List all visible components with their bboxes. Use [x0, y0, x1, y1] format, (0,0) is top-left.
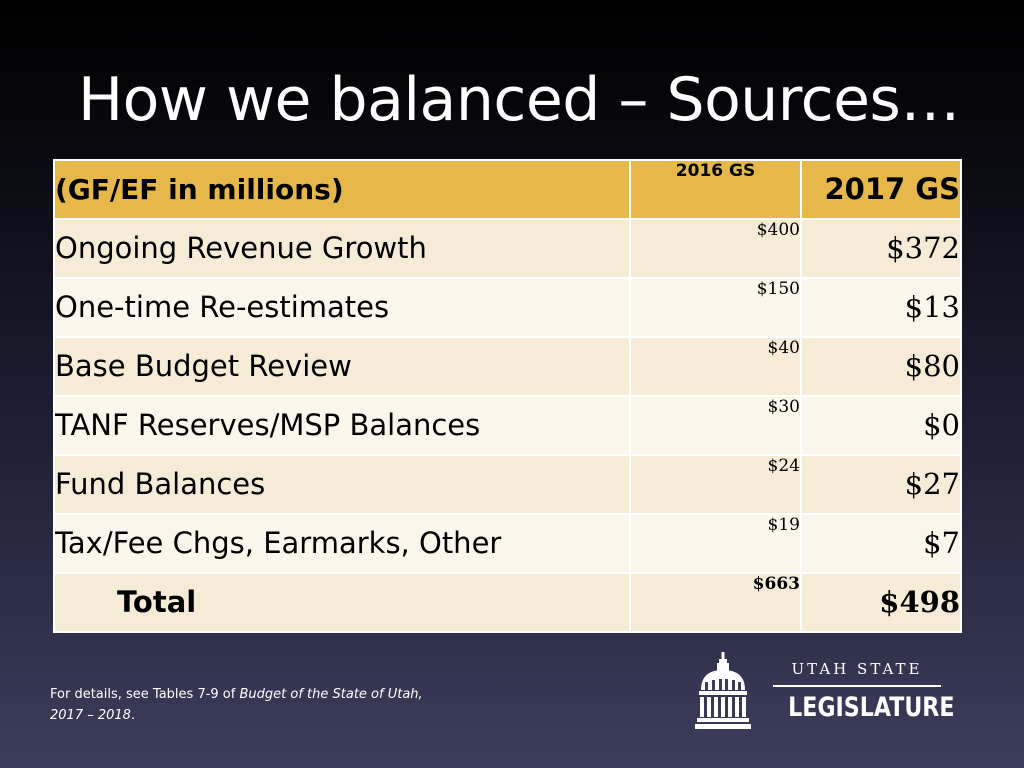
header-2017: 2017 GS [800, 159, 962, 220]
row-2016-value: $400 [629, 218, 802, 279]
row-label: TANF Reserves/MSP Balances [53, 395, 631, 456]
total-label: Total [53, 572, 631, 633]
table-row: Fund Balances $24 $27 [53, 454, 962, 515]
row-2016-value: $30 [629, 395, 802, 456]
row-2016-value: $19 [629, 513, 802, 574]
table-total-row: Total $663 $498 [53, 572, 962, 633]
capitol-dome-icon [695, 652, 751, 729]
row-2016-value: $24 [629, 454, 802, 515]
row-label: Tax/Fee Chgs, Earmarks, Other [53, 513, 631, 574]
row-label: Fund Balances [53, 454, 631, 515]
total-2016-value: $663 [629, 572, 802, 633]
row-label: Ongoing Revenue Growth [53, 218, 631, 279]
row-2017-value: $372 [800, 218, 962, 279]
row-label: Base Budget Review [53, 336, 631, 397]
header-2016: 2016 GS [629, 159, 802, 220]
table-header-row: (GF/EF in millions) 2016 GS 2017 GS [53, 159, 962, 220]
footnote: For details, see Tables 7-9 of Budget of… [50, 684, 430, 726]
table-row: Ongoing Revenue Growth $400 $372 [53, 218, 962, 279]
row-label: One-time Re-estimates [53, 277, 631, 338]
header-label: (GF/EF in millions) [53, 159, 631, 220]
footnote-prefix: For details, see Tables 7-9 of [50, 687, 240, 702]
sources-table: (GF/EF in millions) 2016 GS 2017 GS Ongo… [53, 159, 962, 633]
footnote-source: Budget of the State of Utah, 2017 – 2018 [50, 687, 423, 723]
slide-title: How we balanced – Sources… [78, 65, 960, 135]
logo-divider [773, 685, 941, 687]
row-2017-value: $80 [800, 336, 962, 397]
logo-main-text: LEGISLATURE [788, 692, 955, 723]
legislature-logo: UTAH STATE LEGISLATURE [695, 652, 955, 732]
row-2017-value: $27 [800, 454, 962, 515]
row-2017-value: $7 [800, 513, 962, 574]
table-row: Tax/Fee Chgs, Earmarks, Other $19 $7 [53, 513, 962, 574]
row-2017-value: $13 [800, 277, 962, 338]
table-row: Base Budget Review $40 $80 [53, 336, 962, 397]
row-2017-value: $0 [800, 395, 962, 456]
table-row: One-time Re-estimates $150 $13 [53, 277, 962, 338]
row-2016-value: $40 [629, 336, 802, 397]
footnote-suffix: . [130, 708, 136, 723]
logo-top-text: UTAH STATE [791, 660, 923, 678]
total-2017-value: $498 [800, 572, 962, 633]
table-row: TANF Reserves/MSP Balances $30 $0 [53, 395, 962, 456]
row-2016-value: $150 [629, 277, 802, 338]
